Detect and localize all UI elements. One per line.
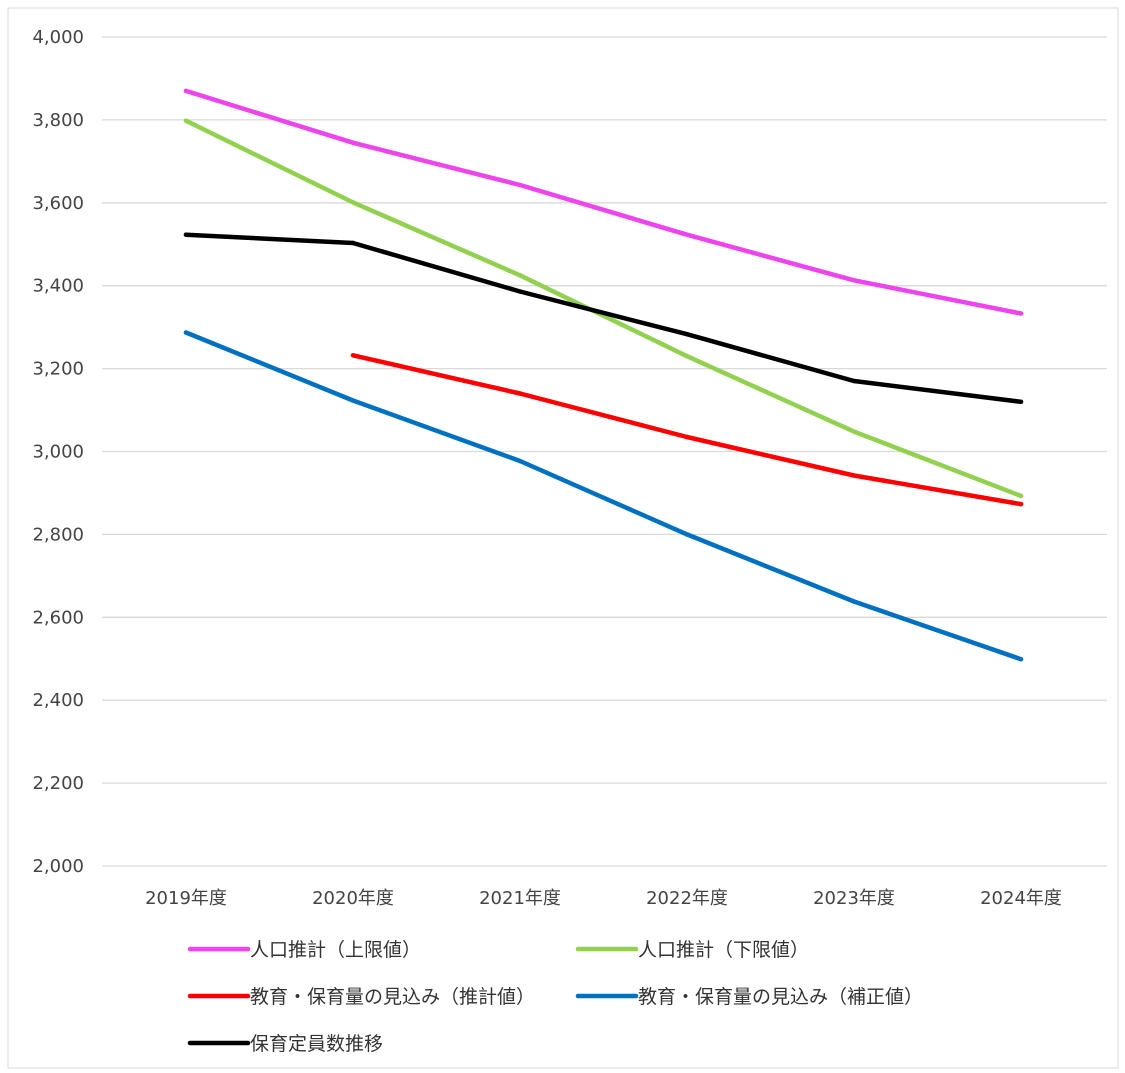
data-point [183, 118, 189, 123]
data-point [1018, 399, 1024, 404]
series-lines [183, 88, 1024, 662]
series-line-1 [183, 88, 1024, 316]
data-point [684, 532, 690, 537]
data-point [350, 240, 356, 246]
y-tick-label: 2,600 [32, 607, 84, 628]
data-point [684, 434, 690, 440]
data-point [1018, 656, 1024, 662]
series-line-4 [183, 330, 1024, 662]
x-tick-label: 2022年度 [646, 888, 728, 909]
data-point [350, 200, 356, 205]
y-tick-label: 4,000 [32, 27, 84, 48]
x-tick-label: 2021年度 [479, 888, 561, 909]
chart-border [7, 7, 1119, 1069]
legend-label: 人口推計（下限値） [638, 939, 809, 961]
y-tick-label: 2,400 [32, 690, 84, 711]
data-point [1018, 493, 1024, 499]
data-point [851, 599, 857, 604]
data-point [1018, 311, 1024, 316]
data-point [517, 273, 523, 278]
data-point [517, 289, 523, 294]
data-point [517, 458, 523, 464]
y-axis-tick-labels: 2,000 2,200 2,400 2,600 2,800 3,000 3,200 3,400… [32, 27, 84, 877]
data-point [684, 331, 690, 337]
legend-label: 教育・保育量の見込み（補正値） [638, 986, 923, 1008]
legend: 人口推計（上限値） 人口推計（下限値） 教育・保育量の見込み（推計値） 教育・保育量の… [187, 939, 923, 1055]
data-point [851, 473, 857, 478]
data-point [684, 353, 690, 359]
legend-label: 保育定員数推移 [250, 1033, 383, 1055]
y-tick-label: 3,800 [32, 110, 84, 131]
legend-label: 教育・保育量の見込み（推計値） [250, 986, 535, 1008]
data-point [517, 182, 523, 188]
data-point [183, 232, 189, 237]
data-point [1018, 501, 1024, 507]
y-tick-label: 3,600 [32, 193, 84, 214]
x-tick-label: 2024年度 [980, 888, 1062, 909]
y-tick-label: 2,200 [32, 773, 84, 794]
data-point [517, 391, 523, 396]
x-axis-tick-labels: 2019年度 2020年度 2021年度 2022年度 2023年度 2024年度 [145, 888, 1062, 909]
data-point [350, 398, 356, 403]
data-point [851, 429, 857, 434]
data-point [183, 88, 189, 94]
x-tick-label: 2019年度 [145, 888, 227, 909]
y-tick-label: 3,000 [32, 442, 84, 463]
series-line-2 [183, 118, 1024, 499]
data-point [851, 278, 857, 283]
x-tick-label: 2020年度 [312, 888, 394, 909]
y-tick-label: 3,400 [32, 276, 84, 297]
series-line-5 [183, 232, 1024, 405]
y-tick-label: 2,000 [32, 856, 84, 877]
y-tick-label: 2,800 [32, 524, 84, 545]
data-point [183, 330, 189, 335]
data-point [684, 232, 690, 237]
x-tick-label: 2023年度 [813, 888, 895, 909]
y-tick-label: 3,200 [32, 359, 84, 380]
data-point [350, 353, 356, 358]
data-point [851, 378, 857, 384]
data-point [350, 140, 356, 145]
legend-label: 人口推計（上限値） [250, 939, 421, 961]
